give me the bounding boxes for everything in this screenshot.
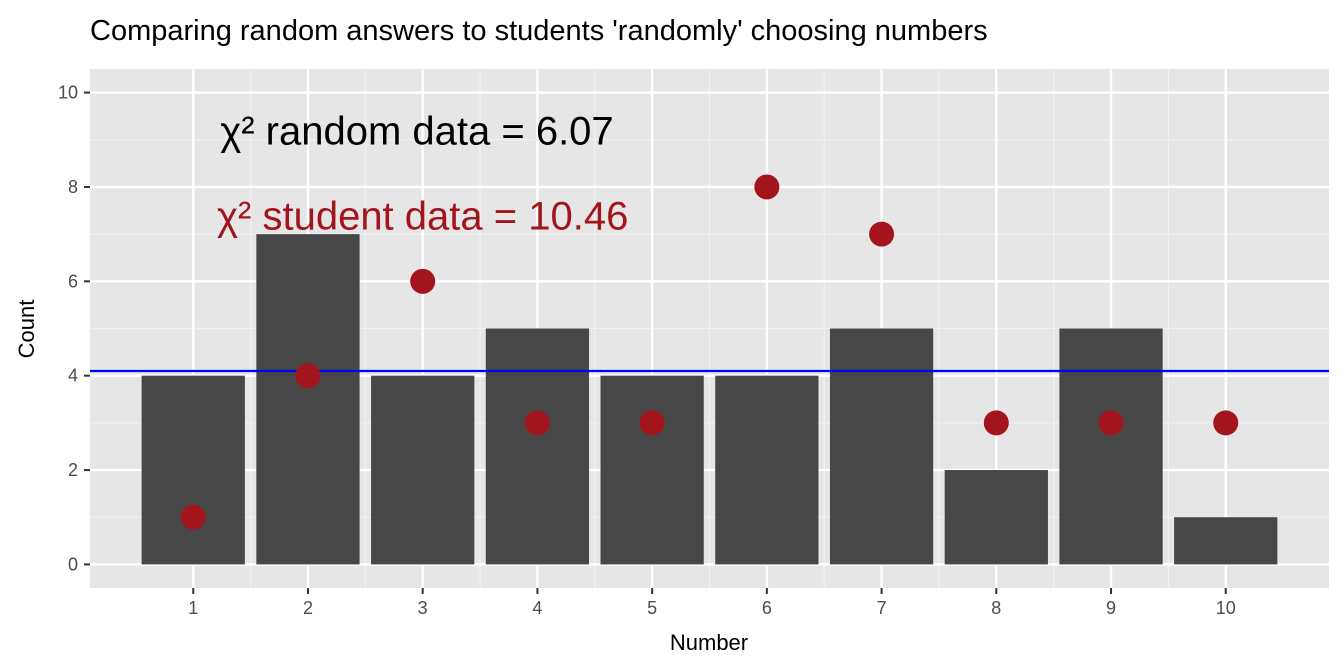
- chart-title: Comparing random answers to students 'ra…: [90, 15, 988, 47]
- x-tick-label: 5: [647, 598, 657, 618]
- bar-5: [600, 375, 704, 565]
- point-1: [180, 504, 206, 530]
- bar-8: [944, 470, 1048, 565]
- bar-10: [1174, 517, 1278, 565]
- x-tick-label: 8: [991, 598, 1001, 618]
- point-6: [754, 174, 780, 200]
- bar-4: [485, 328, 590, 565]
- point-2: [295, 363, 321, 389]
- annotations: χ² random data = 6.07 χ² student data = 1…: [217, 109, 628, 238]
- annotation-1: χ² random data = 6.07: [220, 109, 613, 153]
- y-tick-label: 8: [68, 177, 78, 197]
- x-tick-label: 3: [418, 598, 428, 618]
- y-tick-label: 0: [68, 554, 78, 574]
- x-tick-label: 9: [1106, 598, 1116, 618]
- point-3: [410, 268, 436, 294]
- bar-7: [829, 328, 934, 565]
- x-axis-title: Number: [670, 630, 748, 655]
- points: [180, 174, 1239, 530]
- bar-1: [141, 375, 245, 565]
- annotation-2: χ² student data = 10.46: [217, 194, 628, 238]
- x-tick-label: 2: [303, 598, 313, 618]
- bar-3: [371, 375, 475, 565]
- x-tick-label: 10: [1216, 598, 1236, 618]
- x-tick-label: 7: [877, 598, 887, 618]
- point-5: [639, 410, 665, 436]
- x-tick-label: 4: [532, 598, 542, 618]
- y-tick-label: 6: [68, 271, 78, 291]
- point-10: [1213, 410, 1239, 436]
- y-tick-label: 4: [68, 366, 78, 386]
- y-tick-label: 10: [58, 83, 78, 103]
- x-tick-label: 6: [762, 598, 772, 618]
- y-tick-label: 2: [68, 460, 78, 480]
- point-4: [524, 410, 550, 436]
- point-8: [983, 410, 1009, 436]
- y-axis-title: Count: [14, 300, 39, 359]
- point-7: [869, 221, 895, 247]
- bar-9: [1059, 328, 1163, 565]
- bar-6: [715, 375, 819, 565]
- point-9: [1098, 410, 1124, 436]
- bars: [141, 234, 1278, 565]
- bar-2: [256, 234, 360, 565]
- x-tick-label: 1: [188, 598, 198, 618]
